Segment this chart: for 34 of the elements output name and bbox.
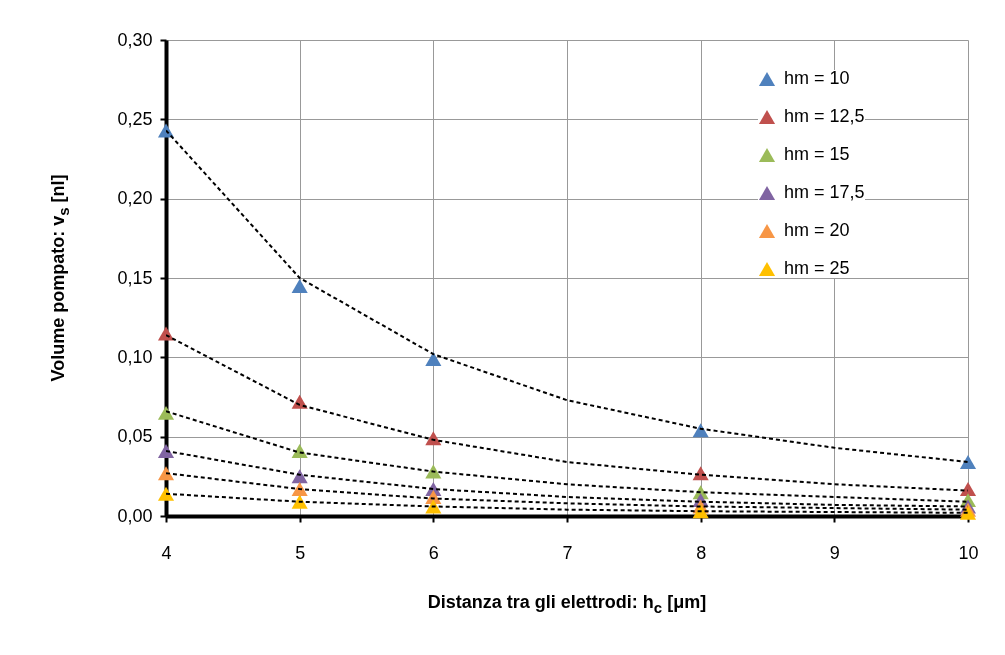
y-tick-label: 0,30 [117, 29, 153, 50]
x-tick-label: 5 [295, 542, 306, 563]
y-tick-label: 0,20 [117, 188, 153, 209]
y-tick-label: 0,05 [117, 426, 153, 447]
legend-label: hm = 12,5 [784, 106, 865, 126]
point [157, 443, 175, 458]
point [959, 482, 977, 497]
point [425, 464, 442, 479]
x-tick-label: 8 [696, 542, 707, 563]
y-tick-label: 0,00 [117, 505, 153, 526]
point [425, 351, 442, 366]
x-tick-label: 4 [161, 542, 172, 563]
point [291, 443, 308, 458]
y-tick-label: 0,10 [117, 346, 153, 367]
point [157, 486, 175, 501]
x-tick-label: 6 [428, 542, 439, 563]
point [291, 278, 308, 293]
x-axis-title: Distanza tra gli elettrodi: h$_{c}$ [μm] [426, 592, 708, 616]
point [291, 494, 308, 509]
point [157, 405, 175, 420]
x-tick-label: 10 [958, 542, 979, 563]
legend-label: hm = 20 [784, 220, 850, 240]
x-tick-label: 7 [562, 542, 573, 563]
legend-label: hm = 10 [784, 68, 850, 88]
point [959, 455, 977, 470]
point [157, 466, 175, 481]
legend-label: hm = 15 [784, 144, 850, 164]
y-tick-label: 0,25 [117, 108, 153, 129]
legend-label: hm = 25 [784, 258, 850, 278]
point [157, 326, 175, 341]
x-tick-label: 9 [829, 542, 840, 563]
legend-label: hm = 17,5 [784, 182, 865, 202]
y-tick-label: 0,15 [117, 267, 153, 288]
point [291, 482, 308, 497]
